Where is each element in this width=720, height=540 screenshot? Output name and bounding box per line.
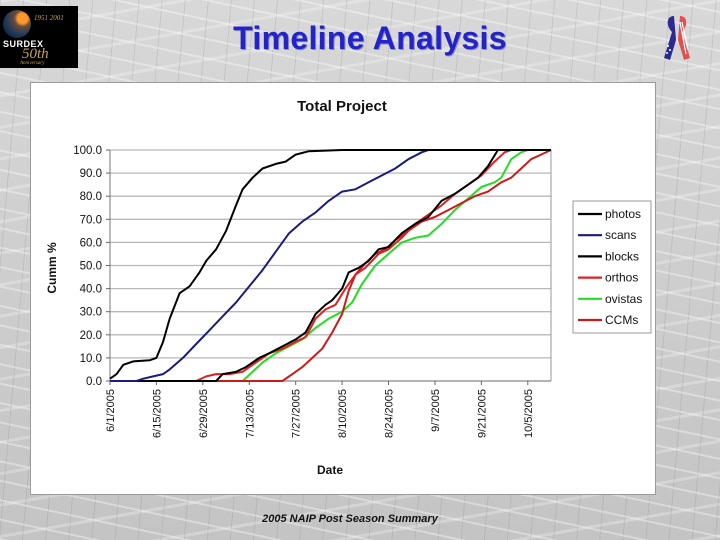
x-tick-label: 6/15/2005 bbox=[151, 389, 163, 438]
y-tick-label: 70.0 bbox=[80, 214, 102, 226]
y-tick-label: 90.0 bbox=[80, 168, 102, 180]
x-axis-label: Date bbox=[317, 463, 343, 477]
surdex-50th-logo: 1951 2001 SURDEX 50th Anniversary bbox=[0, 6, 78, 68]
series-scans-line bbox=[110, 149, 551, 382]
y-axis-ticks: 0.0 10.0 20.0 30.0 40.0 50.0 60.0 70.0 80.0 90.0 1… bbox=[73, 145, 110, 388]
legend-item-CCMs: CCMs bbox=[605, 313, 638, 327]
x-tick-label: 6/1/2005 bbox=[105, 389, 117, 432]
logo-fifty: 50th bbox=[22, 46, 49, 62]
y-tick-label: 50.0 bbox=[80, 261, 102, 273]
slide-title: Timeline Analysis bbox=[233, 20, 507, 56]
x-tick-label: 6/29/2005 bbox=[198, 389, 210, 438]
series-blocks-line bbox=[110, 149, 551, 382]
series-ovistas-line bbox=[110, 149, 551, 382]
y-tick-label: 20.0 bbox=[80, 330, 102, 342]
y-tick-label: 100.0 bbox=[73, 145, 102, 157]
logo-years: 1951 2001 bbox=[34, 14, 64, 22]
y-tick-label: 80.0 bbox=[80, 191, 102, 203]
series-photos-line bbox=[109, 149, 551, 380]
y-tick-label: 60.0 bbox=[80, 237, 102, 249]
logo-anniversary: Anniversary bbox=[20, 61, 45, 66]
legend-item-ovistas: ovistas bbox=[605, 292, 642, 306]
legend-item-blocks: blocks bbox=[605, 249, 639, 263]
us-flag-ribbon-icon bbox=[664, 16, 690, 60]
globe-icon bbox=[3, 10, 31, 38]
y-axis-label: Cumm % bbox=[45, 242, 59, 294]
legend: photos scans blocks orthos ovistas CCMs bbox=[572, 200, 652, 334]
total-project-chart: Total Project 0.0 10.0 20.0 30.0 40.0 50.0 60.… bbox=[45, 98, 652, 477]
x-tick-label: 10/5/2005 bbox=[523, 389, 535, 438]
legend-item-photos: photos bbox=[605, 207, 641, 221]
chart-title: Total Project bbox=[297, 98, 387, 115]
y-tick-label: 30.0 bbox=[80, 307, 102, 319]
gridlines bbox=[109, 149, 552, 382]
legend-item-orthos: orthos bbox=[605, 271, 638, 285]
y-tick-label: 0.0 bbox=[86, 376, 102, 388]
footer-caption: 2005 NAIP Post Season Summary bbox=[262, 513, 438, 525]
logo-brand: SURDEX bbox=[3, 39, 44, 49]
y-tick-label: 40.0 bbox=[80, 284, 102, 296]
x-tick-label: 7/27/2005 bbox=[291, 389, 303, 438]
chart-frame: Total Project 0.0 10.0 20.0 30.0 40.0 50.0 60.… bbox=[30, 82, 656, 495]
series-lines bbox=[109, 149, 552, 382]
y-tick-label: 10.0 bbox=[80, 353, 102, 365]
x-tick-label: 8/10/2005 bbox=[337, 389, 349, 438]
x-tick-label: 8/24/2005 bbox=[384, 389, 396, 438]
legend-item-scans: scans bbox=[605, 228, 636, 242]
x-axis-ticks: 6/1/2005 6/15/2005 6/29/2005 7/13/2005 7/27/… bbox=[105, 381, 535, 438]
x-tick-label: 9/21/2005 bbox=[476, 389, 488, 438]
x-tick-label: 7/13/2005 bbox=[244, 389, 256, 438]
x-tick-label: 9/7/2005 bbox=[430, 389, 442, 432]
